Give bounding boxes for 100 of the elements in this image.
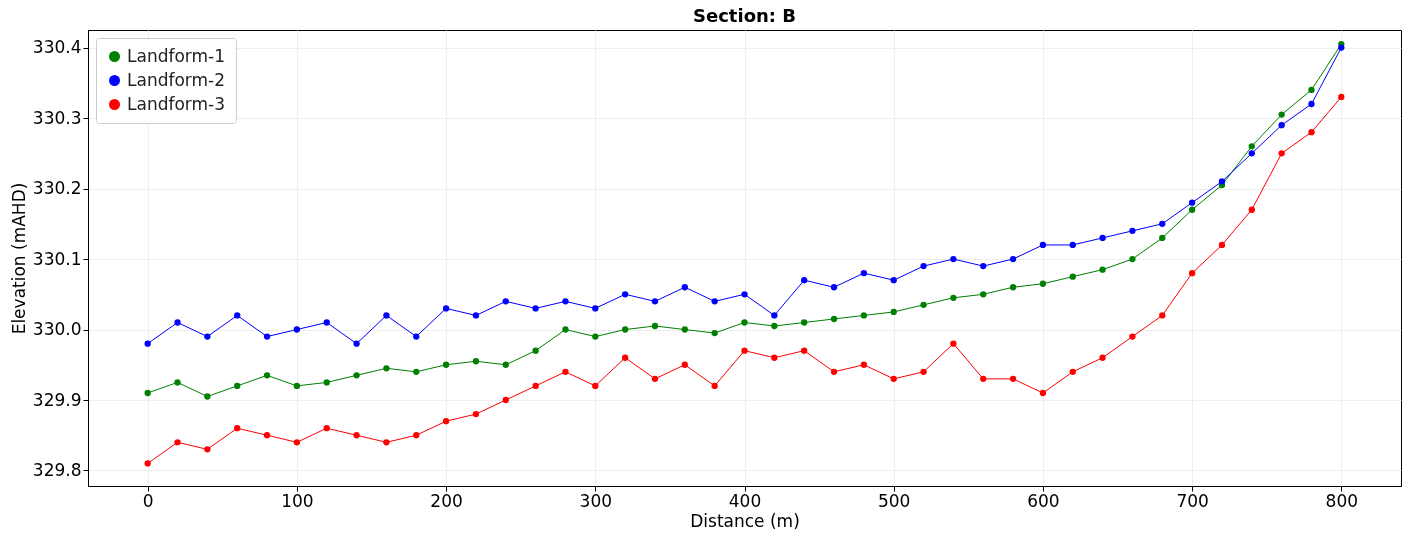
point xyxy=(204,393,211,400)
point xyxy=(1218,178,1226,185)
point xyxy=(532,305,539,312)
y-tick-label: 330.2 xyxy=(32,178,82,199)
y-tick-label: 330.1 xyxy=(32,248,82,269)
point xyxy=(890,375,897,383)
point xyxy=(741,319,748,326)
point xyxy=(980,262,987,270)
point xyxy=(1278,121,1285,129)
point xyxy=(323,379,330,386)
point xyxy=(950,255,957,263)
point xyxy=(413,333,420,340)
point xyxy=(592,305,599,312)
point xyxy=(174,439,181,446)
legend-label: Landform-1 xyxy=(127,45,226,66)
point xyxy=(1159,220,1166,227)
point xyxy=(442,305,450,312)
point xyxy=(1129,333,1136,340)
point xyxy=(263,432,271,439)
point xyxy=(323,319,330,326)
point xyxy=(144,460,151,467)
point xyxy=(293,326,301,333)
x-tick-label: 500 xyxy=(877,490,911,511)
y-tick-label: 330.3 xyxy=(32,107,82,128)
point xyxy=(502,396,509,404)
point xyxy=(1039,389,1047,397)
point xyxy=(1069,368,1076,375)
point xyxy=(621,291,629,298)
point xyxy=(1188,206,1196,213)
point xyxy=(234,312,241,319)
point xyxy=(263,372,271,379)
y-tick-label: 329.9 xyxy=(32,389,82,410)
point xyxy=(711,382,718,390)
point xyxy=(651,375,659,383)
x-tick-label: 300 xyxy=(579,490,613,511)
point xyxy=(1099,234,1106,242)
point xyxy=(1248,143,1255,150)
point xyxy=(1159,234,1166,242)
point xyxy=(442,418,450,425)
point xyxy=(860,361,868,368)
point xyxy=(472,312,480,319)
point xyxy=(323,425,330,432)
point xyxy=(1129,227,1136,235)
point xyxy=(383,312,390,319)
point xyxy=(1218,241,1226,249)
point xyxy=(1248,150,1255,157)
point xyxy=(562,326,569,333)
x-tick-label: 800 xyxy=(1325,490,1359,511)
y-tick-label: 330.4 xyxy=(32,37,82,58)
point xyxy=(920,262,927,270)
point xyxy=(1248,206,1255,213)
point xyxy=(801,347,808,354)
point xyxy=(353,340,360,347)
point xyxy=(980,375,987,383)
point xyxy=(1188,270,1196,277)
point xyxy=(562,298,569,305)
point xyxy=(771,354,778,361)
x-tick-label: 100 xyxy=(281,490,314,511)
point xyxy=(592,382,599,390)
point xyxy=(502,361,509,368)
point xyxy=(771,322,778,330)
point xyxy=(920,301,927,309)
point xyxy=(442,361,450,368)
point xyxy=(413,432,420,439)
point xyxy=(293,382,301,390)
point xyxy=(890,308,897,316)
point xyxy=(1278,111,1285,118)
point xyxy=(1338,93,1345,101)
point xyxy=(681,326,688,333)
chart-title: Section: B xyxy=(693,5,796,26)
point xyxy=(1308,86,1315,94)
point xyxy=(711,298,718,305)
point xyxy=(383,365,390,372)
point xyxy=(144,340,151,347)
point xyxy=(1338,44,1345,51)
point xyxy=(204,446,211,453)
point xyxy=(1308,100,1315,108)
point xyxy=(1069,241,1076,249)
point xyxy=(681,361,688,368)
point xyxy=(801,319,808,326)
point xyxy=(950,294,957,301)
point xyxy=(1069,273,1076,280)
point xyxy=(860,270,868,277)
point xyxy=(263,333,271,340)
point xyxy=(771,312,778,319)
x-tick-label: 700 xyxy=(1176,490,1209,511)
point xyxy=(592,333,599,340)
legend-label: Landform-2 xyxy=(127,69,226,90)
point xyxy=(502,298,509,305)
point xyxy=(1308,129,1315,136)
point xyxy=(651,322,659,330)
point xyxy=(472,358,480,365)
point xyxy=(144,389,151,397)
point xyxy=(1009,284,1017,291)
point xyxy=(830,368,838,375)
y-tick-label: 330.0 xyxy=(32,319,82,340)
point xyxy=(413,368,420,375)
point xyxy=(234,425,241,432)
x-tick-label: 600 xyxy=(1027,490,1060,511)
point xyxy=(651,298,659,305)
